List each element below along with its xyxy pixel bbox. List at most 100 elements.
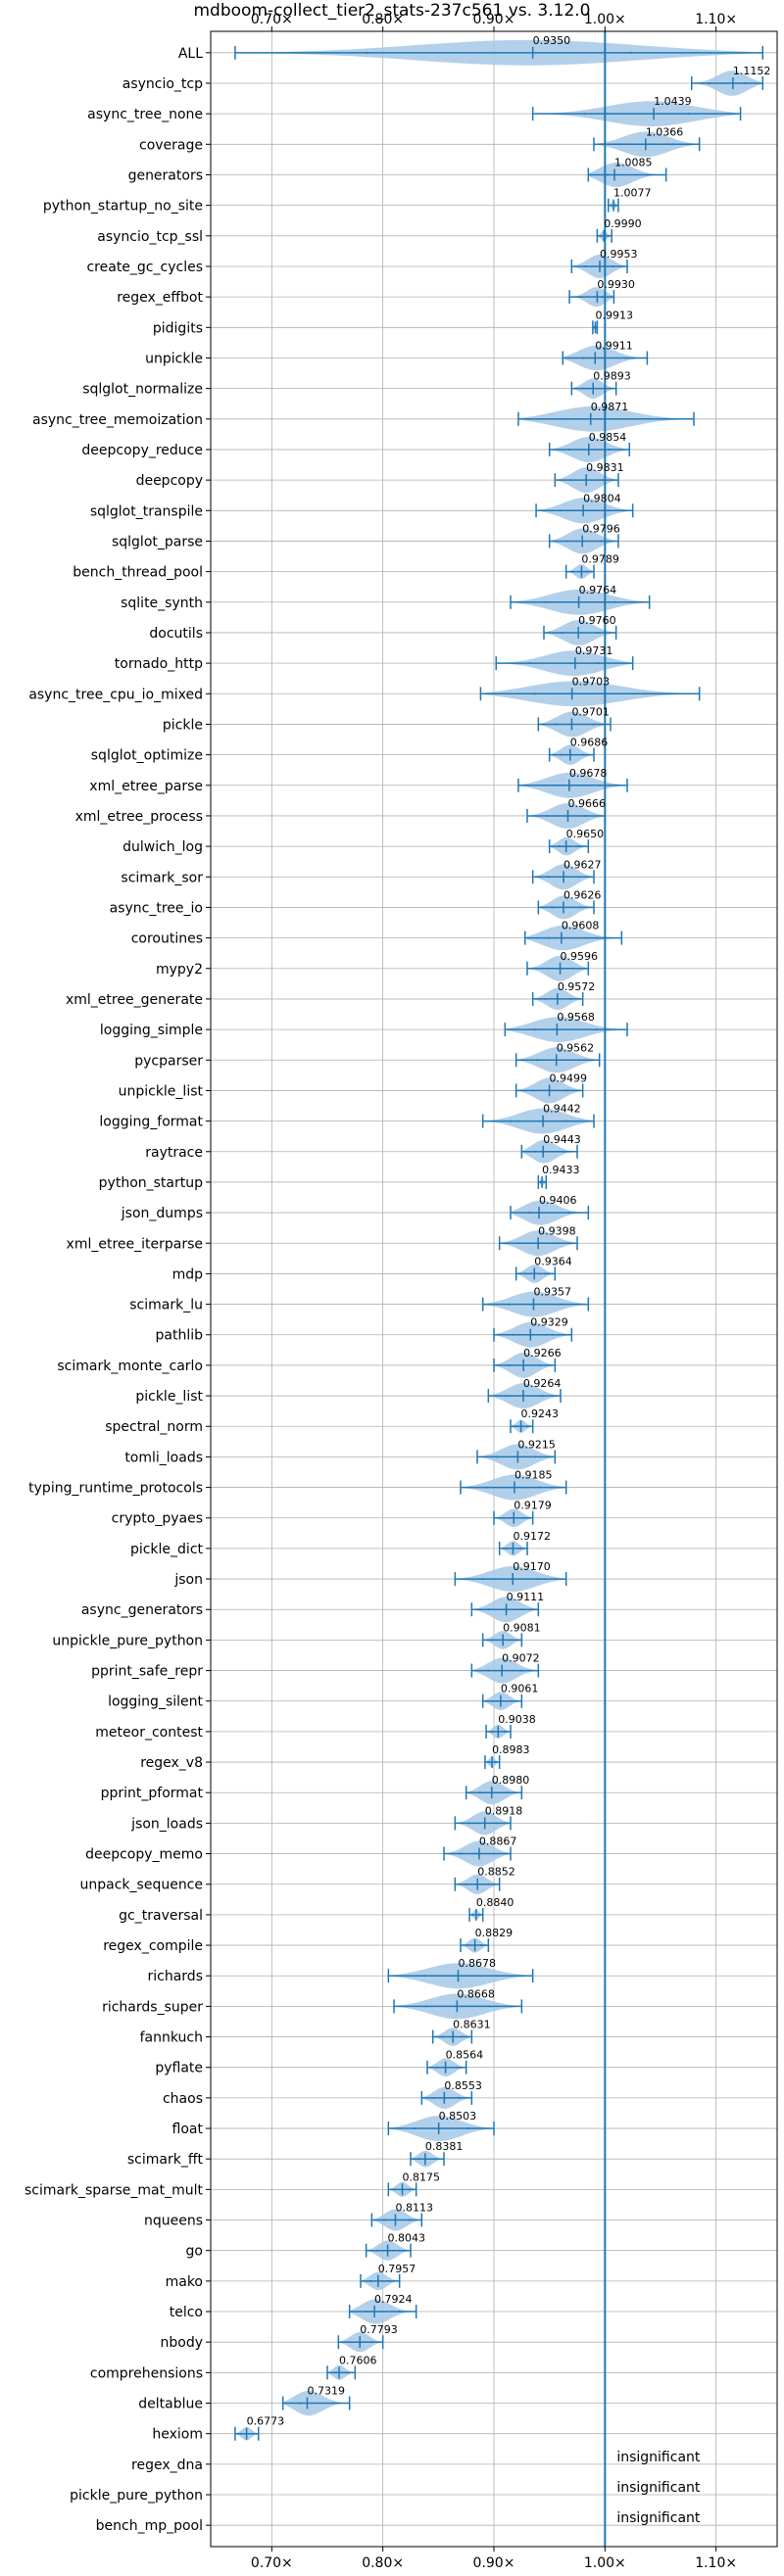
violin-quartile-dot (414, 2127, 416, 2130)
benchmark-label: scimark_lu (129, 1298, 203, 1313)
benchmark-label: tomli_loads (124, 1450, 203, 1465)
insignificant-label: insignificant (616, 2450, 701, 2465)
violin-quartile-dot (593, 326, 595, 329)
violin-quartile-dot (599, 784, 602, 787)
violin-quartile-dot (547, 876, 550, 879)
value-label: 0.8668 (457, 1987, 495, 2000)
value-label: 0.9596 (561, 950, 599, 963)
benchmark-label: deepcopy_reduce (81, 443, 203, 458)
violin-quartile-dot (455, 2066, 458, 2069)
benchmark-label: generators (128, 167, 203, 183)
benchmark-label: json (173, 1572, 203, 1588)
benchmark-label: sqlglot_parse (112, 534, 203, 549)
violin-quartile-dot (466, 1944, 469, 1947)
value-label: 0.9329 (530, 1316, 568, 1329)
violin-quartile-dot (585, 570, 588, 573)
violin-quartile-dot (577, 845, 580, 848)
violin-quartile-dot (595, 1028, 598, 1031)
violin-quartile-dot (526, 1425, 528, 1428)
value-label: 0.7924 (374, 2293, 413, 2306)
violin-quartile-dot (508, 1363, 511, 1366)
violin-quartile-dot (511, 1639, 514, 1642)
value-label: 0.9796 (582, 522, 620, 535)
violin-quartile-dot (608, 509, 611, 512)
value-label: 0.6773 (247, 2415, 285, 2428)
violin-quartile-dot (467, 1822, 470, 1825)
x-tick-label-top: 0.90× (473, 12, 515, 27)
violin-quartile-dot (608, 448, 611, 451)
violin-quartile-dot (541, 1395, 544, 1398)
violin-quartile-dot (564, 1089, 567, 1092)
benchmark-label: sqlite_synth (121, 596, 203, 611)
violin-quartile-dot (495, 1975, 498, 1978)
violin-quartile-dot (333, 2371, 336, 2374)
value-label: 0.9760 (578, 614, 616, 627)
value-label: 1.0077 (613, 187, 652, 200)
violin-quartile-dot (528, 1212, 531, 1215)
violin-quartile-dot (595, 326, 598, 329)
x-tick-label-bottom: 0.70× (251, 2555, 293, 2571)
violin-quartile-dot (629, 51, 632, 54)
benchmark-label: richards_super (102, 1999, 203, 2015)
value-label: 0.9871 (591, 401, 629, 413)
benchmark-label: scimark_fft (127, 2152, 204, 2168)
violin-quartile-dot (583, 113, 586, 116)
x-tick-label-bottom: 1.00× (584, 2555, 626, 2571)
violin-quartile-dot (398, 2249, 401, 2252)
violin-quartile-dot (478, 1913, 481, 1916)
value-label: 0.9953 (600, 248, 638, 261)
violin-quartile-dot (488, 2005, 491, 2008)
benchmark-label: mypy2 (156, 962, 203, 978)
violin-quartile-dot (495, 1455, 498, 1458)
benchmark-label: float (172, 2122, 204, 2137)
value-label: 0.8043 (388, 2232, 426, 2245)
violin-quartile-dot (531, 1089, 534, 1092)
violin-quartile-dot (544, 997, 547, 1000)
benchmark-label: regex_effbot (117, 290, 203, 306)
violin-quartile-dot (465, 1883, 467, 1885)
value-label: 0.9061 (501, 1683, 539, 1695)
benchmark-label: json_dumps (121, 1206, 203, 1221)
value-label: 0.7319 (307, 2385, 345, 2398)
benchmark-label: logging_simple (100, 1023, 203, 1038)
violin-quartile-dot (568, 448, 571, 451)
violin-quartile-dot (571, 967, 574, 970)
benchmark-label: regex_dna (131, 2457, 203, 2473)
benchmark-label: pprint_safe_repr (91, 1664, 203, 1680)
x-tick-label-top: 0.80× (362, 12, 404, 27)
benchmark-label: pickle_list (135, 1389, 203, 1405)
violin-quartile-dot (643, 692, 646, 695)
value-label: 0.9608 (562, 920, 600, 932)
violin-quartile-dot (744, 81, 747, 84)
violin-quartile-dot (493, 1852, 495, 1855)
violin-quartile-dot (596, 936, 599, 939)
benchmark-label: mdp (172, 1266, 204, 1282)
violin-quartile-dot (561, 417, 564, 420)
violin-quartile-dot (423, 1975, 426, 1978)
violin-quartile-dot (555, 723, 558, 726)
benchmark-label: deepcopy (136, 473, 203, 489)
violin-quartile-dot (562, 1150, 564, 1153)
benchmark-label: scimark_monte_carlo (57, 1359, 203, 1374)
benchmark-label: async_tree_memoization (32, 412, 203, 428)
plot-frame (210, 30, 778, 2548)
violin-quartile-dot (424, 2005, 427, 2008)
benchmark-label: raytrace (145, 1145, 203, 1161)
benchmark-label: unpickle_pure_python (52, 1633, 203, 1648)
violin-quartile-dot (607, 173, 610, 176)
violin-quartile-dot (434, 2158, 437, 2161)
violin-quartile-dot (610, 204, 612, 207)
violin-quartile-dot (557, 1242, 560, 1245)
value-label: 0.7606 (339, 2354, 377, 2366)
benchmark-label: regex_v8 (140, 1755, 203, 1771)
violin-quartile-dot (612, 264, 614, 267)
violin-quartile-dot (487, 1761, 490, 1764)
x-tick-label-bottom: 0.80× (362, 2555, 404, 2571)
value-label: 0.8867 (479, 1836, 516, 1848)
violin-quartile-dot (537, 1578, 540, 1581)
violin-quartile-dot (534, 1150, 537, 1153)
violin-quartile-dot (614, 204, 617, 207)
violin-quartile-dot (510, 1120, 512, 1122)
value-label: 0.8553 (444, 2079, 482, 2092)
